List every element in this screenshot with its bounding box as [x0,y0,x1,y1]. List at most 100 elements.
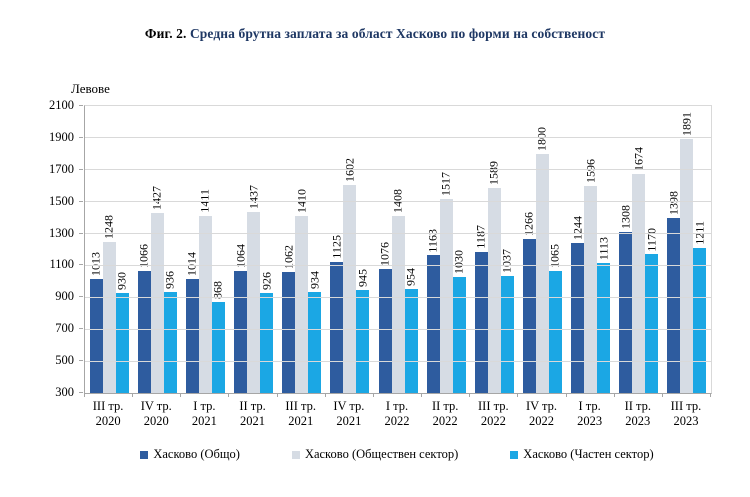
bar-value-label: 1437 [246,184,261,209]
x-axis-tick [566,393,567,397]
bar-value-label: 1076 [377,242,392,267]
x-label-quarter: III тр. [285,399,316,413]
gridline [85,201,711,203]
bar: 945 [355,269,370,393]
bar-value-label: 934 [307,270,322,289]
bar-value-label: 1170 [644,227,659,252]
x-label-quarter: II тр. [624,399,652,413]
bar-value-label: 1674 [631,146,646,171]
bar-value-label: 1891 [679,112,694,137]
y-axis-tick [79,168,83,170]
y-axis-tick [79,200,83,202]
x-category-label: III тр. 2021 [277,399,325,429]
gridline [85,360,711,362]
bar: 1244 [570,216,585,393]
bar: 1037 [500,249,514,393]
x-label-year: 2023 [625,414,651,428]
x-label-year: 2021 [191,414,217,428]
x-axis-tick [180,393,181,397]
x-label-quarter: IV тр. [525,399,558,413]
x-axis-tick [373,393,374,397]
y-tick-label: 1300 [49,225,74,240]
bar-value-label: 1187 [473,225,488,249]
bar-group: 1066 1427 936 [133,106,181,393]
gridline [85,328,711,330]
bar-value-label: 1517 [438,172,453,196]
bar: 1596 [583,159,598,393]
x-axis-tick [469,393,470,397]
y-tick-label: 1900 [49,129,74,144]
bar: 1800 [535,127,549,393]
x-label-year: 2020 [143,414,169,428]
bar: 926 [259,272,274,393]
chart-title-prefix: Фиг. 2. [144,26,187,41]
bar: 930 [115,272,129,393]
bar: 1170 [644,228,659,393]
bar-value-label: 930 [114,271,129,290]
legend-marker [140,450,149,459]
bar: 1163 [426,229,440,393]
legend-label: Хасково (Обществен сектор) [304,447,459,461]
legend: Хасково (Общо) Хасково (Обществен сектор)… [84,447,710,462]
y-axis-tick [79,232,83,234]
bar-group: 1013 1248 930 [85,106,133,393]
x-label-year: 2021 [240,414,266,428]
x-category-label: III тр. 2020 [84,399,132,429]
plot-area: 1013 1248 930 1066 1427 936 10141411868 1064 143… [84,105,712,394]
x-axis-tick [517,393,518,397]
y-tick-label: 500 [55,353,74,368]
bar: 1014 [185,252,199,393]
y-tick-label: 2100 [49,98,74,112]
bar-group: 1308 1674 1170 [615,106,663,393]
bar-value-label: 1244 [570,215,585,240]
bar: 954 [404,268,418,393]
chart-title: Фиг. 2. Средна брутна заплата за област … [0,26,750,42]
bar-group: 1398 1891 1211 [663,106,711,393]
x-category-label: I тр. 2022 [373,399,421,429]
bar-group: 1266 1800 1065 [518,106,566,393]
x-label-year: 2023 [673,414,699,428]
bar: 1013 [89,252,103,393]
bar-value-label: 1125 [329,234,344,259]
y-axis-tick [79,264,83,266]
bar: 936 [163,271,177,393]
x-label-quarter: I тр. [385,399,409,413]
x-label-year: 2022 [528,414,554,428]
bar: 1064 [233,244,248,393]
x-category-label: III тр. 2023 [662,399,710,429]
bar-group: 1125 1602 945 [326,106,374,393]
gridline [85,233,711,235]
bar: 1891 [679,112,694,393]
bar: 1589 [487,161,501,393]
bar: 1410 [294,189,309,393]
legend-item: Хасково (Обществен сектор) [291,447,459,462]
bar-value-label: 945 [355,269,370,288]
x-label-year: 2022 [480,414,506,428]
x-category-label: I тр. 2021 [180,399,228,429]
x-label-year: 2022 [384,414,410,428]
bar-value-label: 1589 [486,160,501,185]
legend-marker [510,450,519,459]
x-category-label: IV тр. 2021 [325,399,373,429]
bar: 1266 [522,212,536,393]
bar-value-label: 1398 [666,190,681,215]
y-axis-tick [79,360,83,362]
x-label-quarter: III тр. [670,399,702,413]
bar-value-label: 1037 [499,248,514,273]
bar: 1674 [631,147,646,393]
x-axis-tick [228,393,229,397]
bar-group: 1163 1517 1030 [422,106,470,393]
bar: 1030 [452,250,466,393]
bar: 1113 [596,237,611,393]
legend-label: Хасково (Частен сектор) [523,447,654,461]
x-axis-tick [421,393,422,397]
bar: 1308 [618,205,633,393]
x-axis-tick [710,393,711,397]
x-axis-tick [325,393,326,397]
x-axis-labels: III тр. 2020 IV тр. 2020 I тр. 2021 II тр. 2021… [84,399,710,429]
bar: 1408 [391,189,405,393]
bar-value-label: 1427 [149,186,164,211]
bar: 1437 [246,185,261,393]
x-label-quarter: III тр. [92,399,124,413]
gridline [85,264,711,266]
